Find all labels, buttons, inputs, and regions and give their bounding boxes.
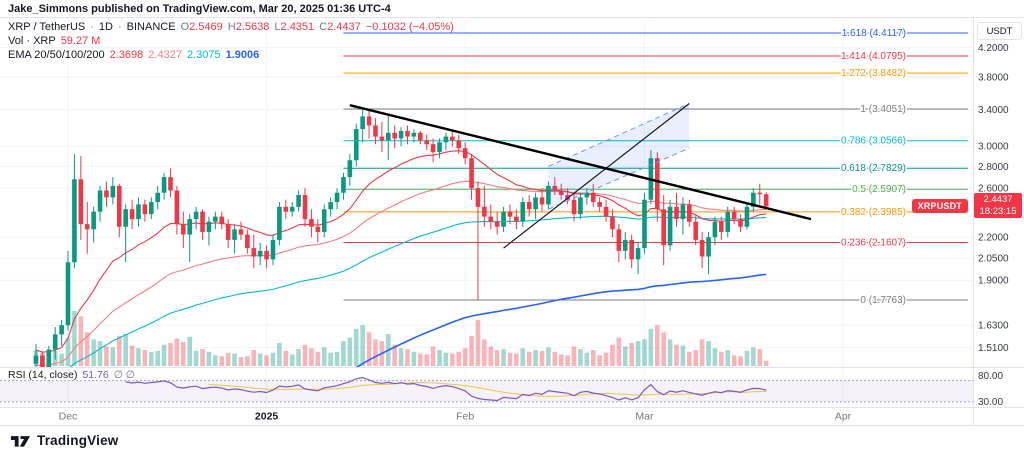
- ohlc-open: O 2.5469: [180, 21, 223, 33]
- last-price-axis-label: 2.4437 18:23:15: [974, 193, 1022, 218]
- svg-text:Mar: Mar: [635, 411, 654, 423]
- rsi-line: [125, 376, 767, 402]
- legend-separator: ·: [117, 21, 122, 33]
- svg-text:1.272 (3.8482): 1.272 (3.8482): [841, 68, 906, 79]
- ema50-value: 2.4327: [148, 49, 182, 61]
- legend-separator: ·: [90, 21, 94, 33]
- ema100-value: 2.3075: [186, 49, 221, 61]
- symbol-title[interactable]: XRP / TetherUS: [8, 21, 86, 33]
- price-axis-currency[interactable]: USDT: [977, 22, 1022, 40]
- timeframe-label[interactable]: 1D: [98, 21, 113, 33]
- svg-text:2025: 2025: [255, 411, 279, 423]
- svg-text:1.5100: 1.5100: [978, 343, 1009, 354]
- svg-text:2.6000: 2.6000: [978, 184, 1009, 195]
- svg-text:1 (3.4051): 1 (3.4051): [860, 104, 906, 115]
- tradingview-wordmark: TradingView: [37, 432, 119, 448]
- volume-label[interactable]: Vol · XRP: [8, 35, 56, 47]
- svg-text:1.414 (4.0795): 1.414 (4.0795): [841, 51, 906, 62]
- svg-text:0.236 (2.1607): 0.236 (2.1607): [841, 238, 906, 249]
- ema20-value: 2.3698: [109, 49, 144, 61]
- svg-text:0.382 (2.3985): 0.382 (2.3985): [841, 207, 906, 218]
- rsi-pane: [0, 376, 973, 403]
- svg-text:Dec: Dec: [59, 411, 78, 423]
- rsi-label[interactable]: RSI (14, close): [8, 369, 78, 381]
- svg-text:80.00: 80.00: [978, 371, 1003, 382]
- bar-countdown: 18:23:15: [979, 205, 1017, 217]
- svg-text:0.5 (2.5907): 0.5 (2.5907): [852, 184, 906, 195]
- svg-text:1.9000: 1.9000: [978, 276, 1009, 287]
- tradingview-watermark[interactable]: TradingView: [10, 431, 118, 449]
- svg-text:3.4000: 3.4000: [978, 105, 1009, 116]
- rsi-value: 51.76: [82, 369, 109, 381]
- svg-text:2.8000: 2.8000: [978, 162, 1009, 173]
- drawings-layer: [349, 102, 812, 249]
- last-price: 2.4437: [983, 194, 1013, 205]
- svg-text:30.00: 30.00: [978, 397, 1003, 408]
- volume-row: Vol · XRP 59.27 M: [8, 35, 454, 48]
- candles-layer: [33, 109, 769, 367]
- channel-fill: [548, 103, 690, 210]
- rsi-ma-line: [208, 381, 767, 397]
- ema200-value: 1.9006: [225, 49, 260, 61]
- svg-text:4.2000: 4.2000: [978, 43, 1009, 54]
- volume-value: 59.27 M: [60, 35, 101, 47]
- svg-text:2.2000: 2.2000: [978, 233, 1009, 244]
- tradingview-logo-icon: [10, 436, 31, 447]
- svg-text:3.8000: 3.8000: [978, 72, 1009, 83]
- ohlc-high: H 2.5638: [227, 21, 270, 33]
- svg-text:1.6300: 1.6300: [978, 321, 1009, 332]
- rsi-hidden-plots: ∅ ∅: [113, 369, 135, 381]
- svg-text:Apr: Apr: [835, 411, 852, 423]
- svg-text:0.786 (3.0566): 0.786 (3.0566): [841, 136, 906, 147]
- ema-row: EMA 20/50/100/200 2.3698 2.4327 2.3075 1…: [8, 49, 454, 62]
- descending-trendline: [349, 104, 812, 221]
- axes-layer: 4.2000 3.8000 3.4000 3.0000 2.8000 2.6000 2.20…: [0, 17, 1024, 426]
- volume-bars: [33, 311, 769, 366]
- change-value: −0.1032 (−4.05%): [365, 21, 454, 33]
- ascending-trendline: [503, 102, 690, 249]
- attribution-text: Jake_Simmons published on TradingView.co…: [8, 3, 391, 15]
- svg-text:2.0500: 2.0500: [978, 253, 1009, 264]
- exchange-label: BINANCE: [126, 21, 176, 33]
- svg-text:Feb: Feb: [456, 411, 474, 423]
- ohlc-close: C 2.4437: [319, 21, 361, 33]
- ohlc-low: L 2.4351: [274, 21, 315, 33]
- svg-text:0 (1.7763): 0 (1.7763): [860, 295, 906, 306]
- fib-retracement: 1.618 (4.4117) 1.414 (4.0795) 1.272 (3.848…: [343, 27, 968, 308]
- ema200-line: [355, 273, 767, 367]
- symbol-price-pill: XRPUSDT: [911, 199, 968, 213]
- rsi-legend: RSI (14, close) 51.76 ∅ ∅: [8, 369, 135, 381]
- ema-label[interactable]: EMA 20/50/100/200: [8, 49, 105, 61]
- svg-text:0.618 (2.7829): 0.618 (2.7829): [841, 163, 906, 174]
- svg-text:3.0000: 3.0000: [978, 142, 1009, 153]
- svg-text:1.618 (4.4117): 1.618 (4.4117): [842, 28, 906, 39]
